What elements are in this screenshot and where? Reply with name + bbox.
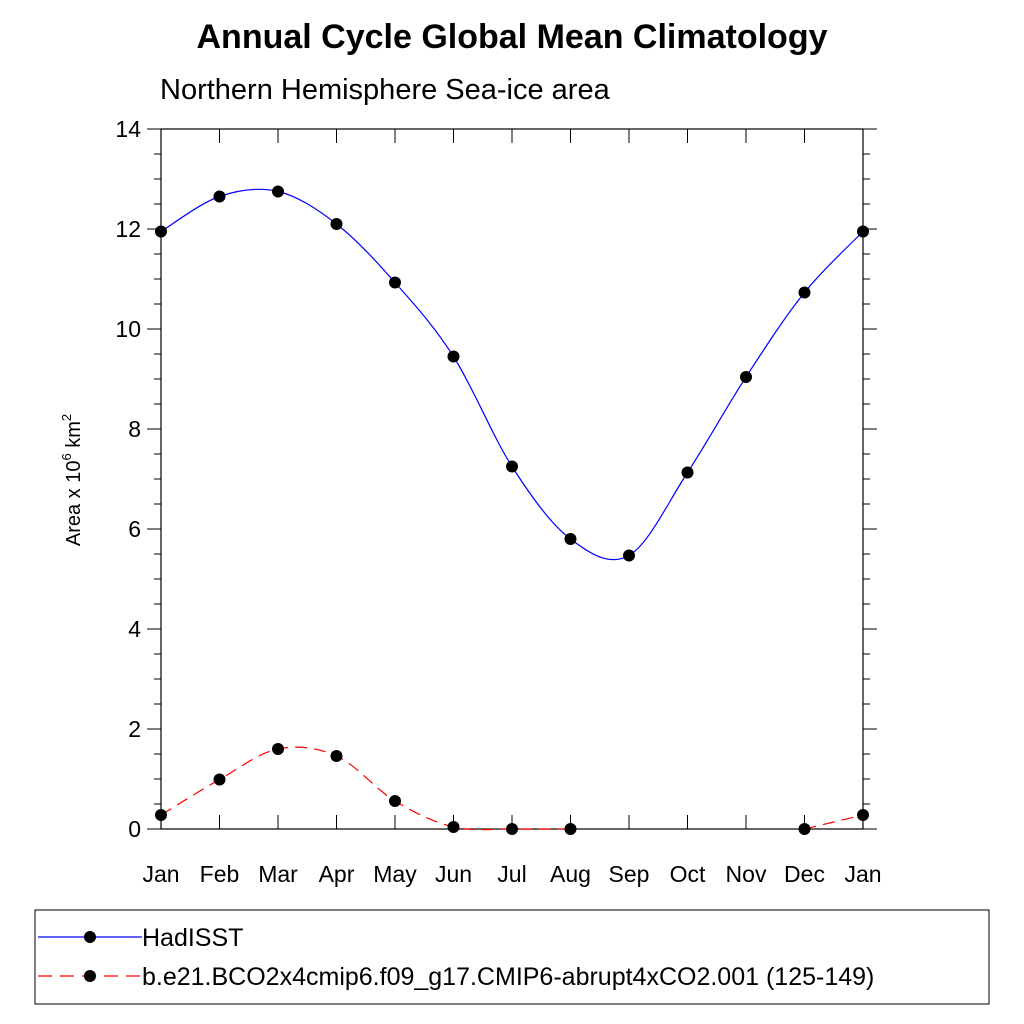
- y-axis-label-prefix: Area x 10: [63, 461, 85, 547]
- x-tick-label: Jun: [435, 861, 472, 887]
- y-tick-label: 2: [128, 716, 141, 742]
- y-tick-label: 6: [128, 516, 141, 542]
- series-marker-1: [506, 823, 518, 835]
- legend-marker-hadisst: [84, 931, 96, 943]
- legend-label-model: b.e21.BCO2x4cmip6.f09_g17.CMIP6-abrupt4x…: [142, 963, 874, 991]
- series-marker-0: [506, 460, 518, 473]
- series-marker-0: [272, 185, 284, 198]
- x-tick-label: Dec: [784, 861, 825, 887]
- legend: HadISST b.e21.BCO2x4cmip6.f09_g17.CMIP6-…: [34, 909, 990, 1005]
- series-marker-1: [857, 809, 869, 821]
- series-marker-0: [389, 276, 401, 289]
- chart-title: Annual Cycle Global Mean Climatology: [197, 18, 828, 56]
- series-marker-1: [447, 821, 460, 833]
- y-tick-labels: 0 2 4 6 8 10 12 14: [115, 116, 141, 842]
- series-marker-0: [213, 190, 226, 203]
- series-marker-1: [798, 823, 811, 835]
- y-axis-label: Area x 106 km2: [59, 414, 85, 546]
- x-tick-labels: Jan Feb Mar Apr May Jun Jul Aug Sep Oct Nov Dec Jan: [142, 861, 881, 887]
- series-marker-0: [681, 466, 694, 479]
- series-marker-0: [155, 225, 167, 238]
- x-tick-label: Jul: [497, 861, 526, 887]
- series-marker-0: [740, 371, 752, 383]
- x-tick-label: Apr: [319, 861, 355, 887]
- y-tick-label: 4: [128, 616, 141, 642]
- x-tick-label: Sep: [609, 861, 650, 887]
- series-layer: [155, 185, 869, 835]
- x-tick-label: Aug: [550, 861, 591, 887]
- series-line-0: [160, 188, 864, 561]
- series-marker-1: [389, 795, 401, 807]
- y-tick-label: 10: [115, 316, 141, 342]
- x-tick-label: May: [373, 861, 417, 887]
- legend-box: [34, 909, 990, 1005]
- x-tick-label: Oct: [670, 861, 706, 887]
- series-marker-0: [564, 533, 577, 545]
- series-line-1: [804, 814, 864, 830]
- y-axis-label-unit: km: [63, 421, 85, 453]
- legend-label-hadisst: HadISST: [142, 924, 243, 952]
- series-marker-1: [272, 743, 284, 755]
- x-tick-label: Jan: [844, 861, 881, 887]
- legend-marker-model: [84, 970, 96, 982]
- y-tick-label: 8: [128, 416, 141, 442]
- y-tick-label: 14: [115, 116, 141, 142]
- series-marker-0: [623, 549, 635, 562]
- tick-marks: [147, 128, 877, 830]
- series-marker-1: [330, 750, 343, 762]
- series-marker-0: [330, 218, 343, 230]
- plot-area: 0 2 4 6 8 10 12 14 Jan Feb Mar Apr May Jun Jul Aug Sep O…: [115, 116, 881, 887]
- x-tick-label: Feb: [200, 861, 240, 887]
- series-marker-1: [213, 773, 226, 786]
- series-marker-0: [798, 286, 811, 299]
- series-marker-0: [447, 350, 460, 363]
- y-axis-label-exponent: 6: [59, 453, 74, 460]
- y-axis-label-unit-exponent: 2: [59, 414, 74, 421]
- x-tick-label: Mar: [258, 861, 298, 887]
- series-marker-1: [155, 809, 167, 821]
- series-marker-0: [857, 225, 869, 238]
- y-tick-label: 0: [128, 816, 141, 842]
- chart-subtitle: Northern Hemisphere Sea-ice area: [160, 74, 611, 106]
- plot-frame: [160, 128, 864, 830]
- series-marker-1: [564, 823, 577, 835]
- x-tick-label: Nov: [726, 861, 767, 887]
- series-line-1: [160, 746, 571, 831]
- x-tick-label: Jan: [142, 861, 179, 887]
- y-tick-label: 12: [115, 216, 141, 242]
